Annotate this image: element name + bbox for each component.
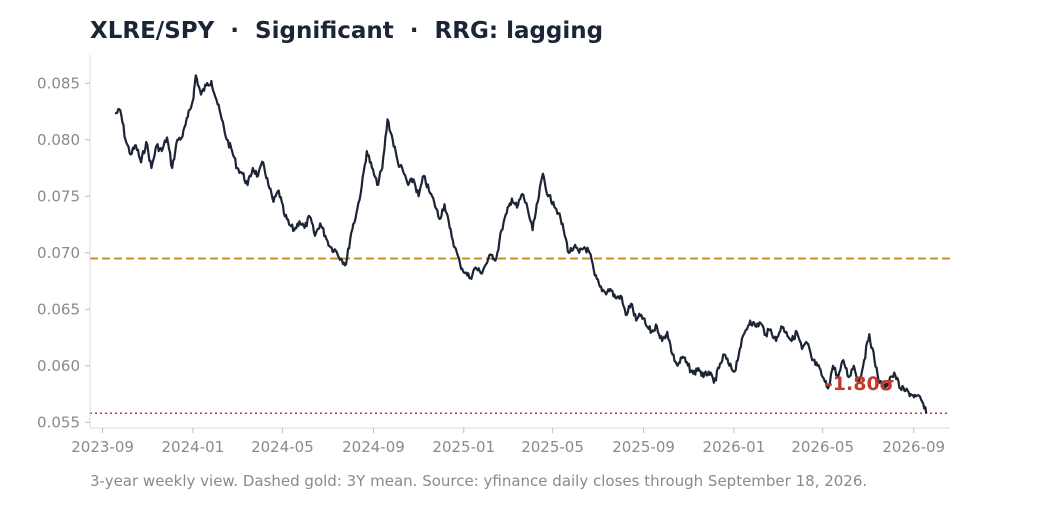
y-tick-label: 0.070 xyxy=(37,244,80,262)
axes: 0.055 0.060 0.065 0.070 0.075 0.080 0.085 2023-… xyxy=(37,55,950,456)
x-tick-label: 2025-01 xyxy=(432,438,495,456)
x-tick-label: 2024-05 xyxy=(251,438,314,456)
annotations: -1.80σ xyxy=(825,373,895,395)
y-tick-label: 0.065 xyxy=(37,300,80,318)
chart-plot: 0.055 0.060 0.065 0.070 0.075 0.080 0.085 2023-… xyxy=(37,55,950,456)
series-layer xyxy=(114,74,928,414)
chart-title: XLRE/SPY · Significant · RRG: lagging xyxy=(90,18,604,44)
x-tick-label: 2026-01 xyxy=(703,438,766,456)
series-line-0 xyxy=(114,74,928,414)
y-tick-label: 0.060 xyxy=(37,357,80,375)
x-tick-label: 2024-09 xyxy=(342,438,405,456)
x-tick-label: 2026-05 xyxy=(791,438,854,456)
sigma-annotation: -1.80σ xyxy=(825,373,895,395)
reference-lines xyxy=(90,257,950,415)
x-tick-label: 2026-09 xyxy=(882,438,945,456)
x-tick-label: 2025-05 xyxy=(521,438,584,456)
y-tick-label: 0.080 xyxy=(37,131,80,149)
x-tick-label: 2025-09 xyxy=(612,438,675,456)
chart-footnote: 3-year weekly view. Dashed gold: 3Y mean… xyxy=(90,472,868,490)
x-tick-label: 2024-01 xyxy=(162,438,225,456)
y-tick-label: 0.075 xyxy=(37,187,80,205)
y-tick-label: 0.085 xyxy=(37,74,80,92)
x-tick-label: 2023-09 xyxy=(71,438,134,456)
y-tick-label: 0.055 xyxy=(37,413,80,431)
